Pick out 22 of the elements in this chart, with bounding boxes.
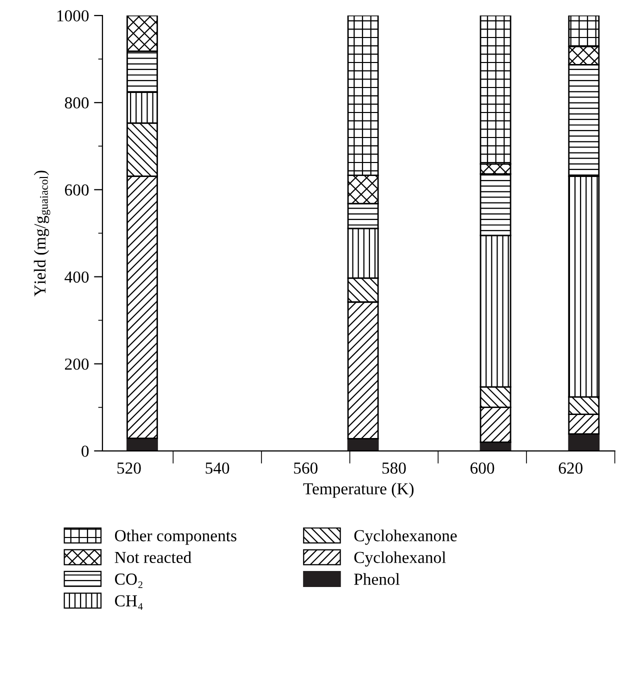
y-tick-label: 200 bbox=[65, 358, 89, 370]
legend-label: Phenol bbox=[354, 573, 400, 585]
x-tick-label: 620 bbox=[558, 462, 582, 474]
x-tick-label: 560 bbox=[294, 462, 318, 474]
legend-label: CH₄ bbox=[115, 595, 143, 610]
legend-label: Other components bbox=[115, 530, 236, 545]
y-tick-label: 1000 bbox=[57, 10, 89, 22]
legend-label: Not reacted bbox=[114, 551, 192, 564]
bar bbox=[568, 433, 600, 451]
y-axis-title: Yield (mg/g$_{guaiacol}$) bbox=[34, 170, 50, 296]
x-tick-label: 600 bbox=[470, 462, 494, 474]
legend-label: CO₂ bbox=[115, 574, 142, 588]
legend-label: Cyclohexanol bbox=[354, 551, 446, 567]
y-tick-label: 0 bbox=[82, 446, 89, 457]
x-tick-label: 520 bbox=[117, 462, 141, 474]
legend-label: Cyclohexanone bbox=[354, 530, 457, 545]
x-axis-title: Temperature (K) bbox=[303, 482, 414, 498]
y-tick-label: 800 bbox=[64, 97, 89, 109]
y-tick-label: 600 bbox=[64, 184, 89, 196]
y-tick-label: 400 bbox=[64, 271, 89, 283]
x-tick-label: 540 bbox=[206, 462, 230, 474]
x-tick-label: 580 bbox=[382, 462, 406, 474]
